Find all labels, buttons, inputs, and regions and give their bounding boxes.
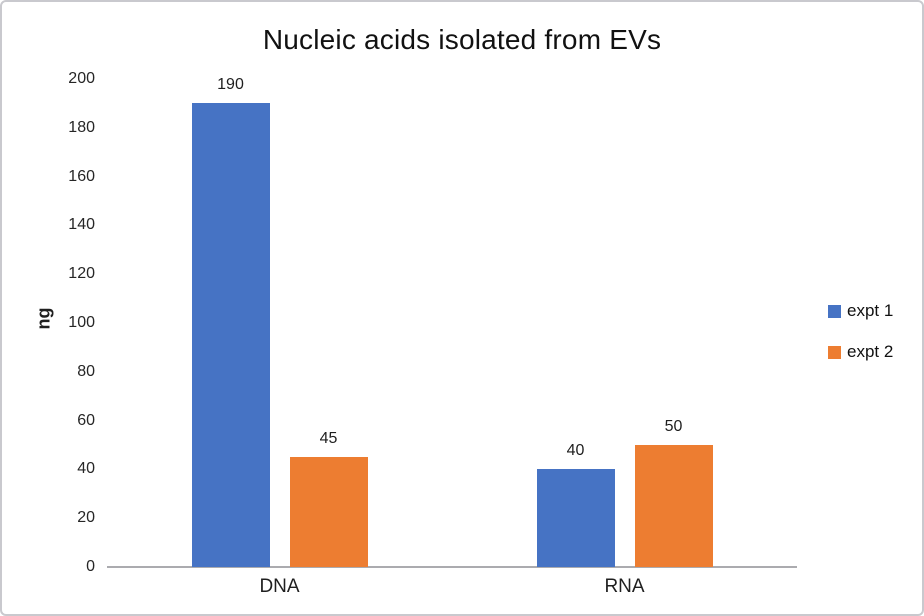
chart-title: Nucleic acids isolated from EVs xyxy=(262,24,662,55)
bar-value-label: 45 xyxy=(319,430,338,448)
x-category-label-dna: DNA xyxy=(259,576,300,597)
bar-rna-expt-2 xyxy=(634,445,713,567)
bar-dna-expt-2 xyxy=(289,457,368,567)
y-tick-label-100: 100 xyxy=(68,314,95,331)
legend-item-expt-2: expt 2 xyxy=(828,342,893,362)
y-tick-label-160: 160 xyxy=(68,167,95,185)
y-tick-label-40: 40 xyxy=(77,460,95,478)
legend-item-expt-1: expt 1 xyxy=(828,301,893,321)
x-category-label-rna: RNA xyxy=(604,576,645,597)
y-tick-label-60: 60 xyxy=(77,411,95,429)
legend-swatch-icon xyxy=(828,304,841,318)
bar-dna-expt-1 xyxy=(191,103,270,567)
legend-swatch-icon xyxy=(828,345,841,359)
bar-value-label: 50 xyxy=(664,418,683,435)
bar-rna-expt-1 xyxy=(536,469,615,567)
y-tick-label-200: 200 xyxy=(68,70,95,87)
legend-label: expt 1 xyxy=(847,301,894,320)
legend-label: expt 2 xyxy=(847,342,894,361)
y-tick-label-20: 20 xyxy=(77,509,95,527)
y-tick-label-180: 180 xyxy=(68,118,95,136)
y-tick-label-80: 80 xyxy=(77,362,95,380)
y-tick-label-0: 0 xyxy=(86,558,95,575)
y-tick-label-120: 120 xyxy=(68,265,95,283)
legend: expt 1 expt 2 xyxy=(828,301,893,362)
y-tick-label-140: 140 xyxy=(68,216,95,234)
bar-value-label: 40 xyxy=(566,442,585,460)
bar-value-label: 190 xyxy=(217,76,244,94)
x-axis-line xyxy=(107,566,797,568)
